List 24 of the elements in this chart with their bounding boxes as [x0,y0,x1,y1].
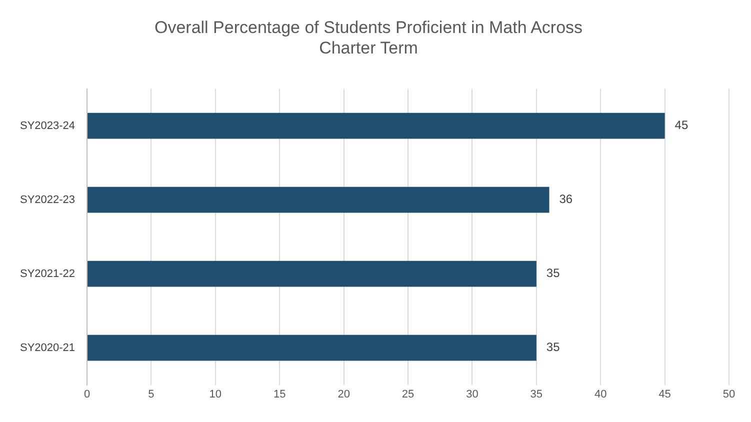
data-label: 36 [559,192,573,206]
x-tick-label: 15 [274,388,286,400]
x-tick-label: 0 [84,388,90,400]
y-tick-label: SY2023-24 [20,120,76,132]
chart-title: Overall Percentage of Students Proficient in Math Across Charter Term [154,18,583,58]
bar [88,186,550,213]
y-tick-label: SY2021-22 [20,268,76,280]
x-tick-label: 20 [338,388,350,400]
bar [88,260,536,287]
data-label: 35 [546,266,560,280]
data-label: 45 [674,118,688,132]
bar [88,334,536,361]
x-tick-label: 5 [148,388,154,400]
y-tick-label: SY2020-21 [20,342,76,354]
x-tick-label: 40 [594,388,607,400]
bar [88,112,665,139]
x-tick-label: 30 [466,388,478,400]
x-tick-label: 35 [530,388,543,400]
x-tick-label: 50 [722,388,736,400]
y-tick-label: SY2022-23 [20,194,76,206]
x-tick-label: 45 [658,388,671,400]
x-tick-label: 25 [402,388,414,400]
x-tick-label: 10 [209,388,222,400]
data-label: 35 [546,340,560,354]
